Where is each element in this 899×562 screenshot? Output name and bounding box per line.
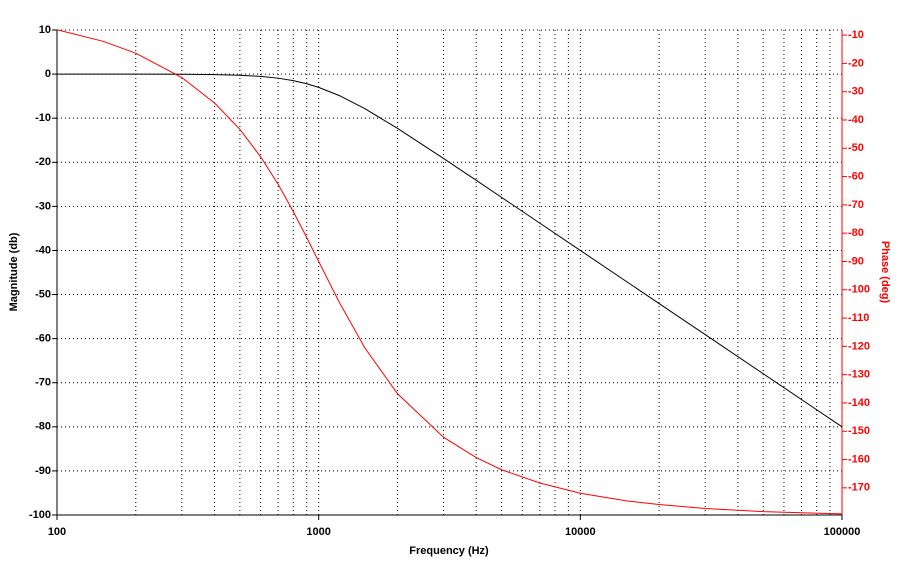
x-tick-label: 100 xyxy=(48,526,66,538)
line-series xyxy=(56,29,843,515)
y-tick-label: -70 xyxy=(35,377,51,389)
y2-tick-label: -10 xyxy=(848,29,864,41)
x-tick-label: 10000 xyxy=(565,526,596,538)
x-tick-label: 1000 xyxy=(306,526,330,538)
y-tick-label: -100 xyxy=(29,509,51,521)
y-tick-label: -80 xyxy=(35,421,51,433)
y-tick-label: -60 xyxy=(35,333,51,345)
y-tick-label: -10 xyxy=(35,112,51,124)
y2-tick-label: -50 xyxy=(848,142,864,154)
y-tick-label: -50 xyxy=(35,288,51,300)
y2-tick-label: -80 xyxy=(848,227,864,239)
y-tick-label: -20 xyxy=(35,156,51,168)
y2-tick-label: -100 xyxy=(848,284,870,296)
y2-tick-label: -60 xyxy=(848,170,864,182)
y2-tick-label: -150 xyxy=(848,425,870,437)
y-tick-label: -30 xyxy=(35,200,51,212)
y2-tick-label: -170 xyxy=(848,482,870,494)
y-axis-label: Magnitude (db) xyxy=(8,232,20,311)
x-tick-label: 100000 xyxy=(824,526,861,538)
y2-tick-label: -120 xyxy=(848,340,870,352)
y-tick-label: 0 xyxy=(45,68,51,80)
y2-tick-label: -130 xyxy=(848,369,870,381)
y2-tick-label: -40 xyxy=(848,114,864,126)
y2-tick-label: -90 xyxy=(848,255,864,267)
y2-tick-label: -140 xyxy=(848,397,870,409)
y2-tick-label: -160 xyxy=(848,453,870,465)
y2-axis-label: Phase (deg) xyxy=(879,241,891,304)
y2-tick-label: -30 xyxy=(848,86,864,98)
y-tick-label: -40 xyxy=(35,244,51,256)
y2-tick-label: -110 xyxy=(848,312,869,324)
y2-tick-label: -20 xyxy=(848,57,864,69)
x-axis-label: Frequency (Hz) xyxy=(409,545,489,557)
line-series xyxy=(57,73,843,428)
y-tick-label: -90 xyxy=(35,465,51,477)
y2-tick-label: -70 xyxy=(848,199,864,211)
y-tick-label: 10 xyxy=(39,24,51,36)
